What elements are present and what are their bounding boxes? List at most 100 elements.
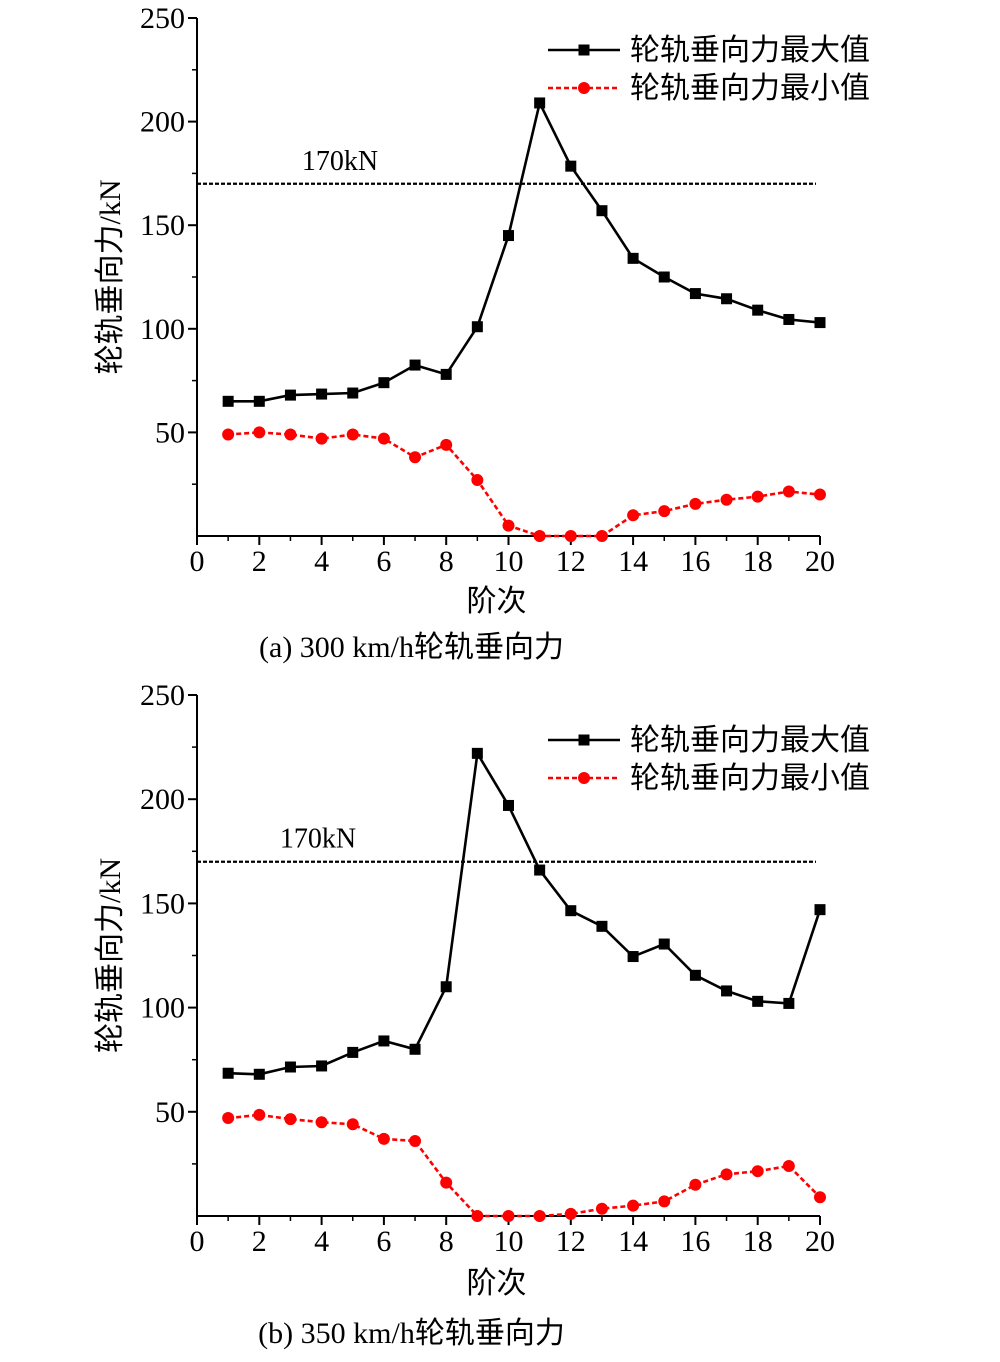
data-point-circle xyxy=(409,1134,422,1147)
data-point-circle xyxy=(782,1159,795,1172)
x-tick-label: 12 xyxy=(556,545,586,578)
data-point-circle xyxy=(751,490,764,503)
figure-caption: (a) 300 km/h轮轨垂向力 xyxy=(259,631,564,664)
x-tick-label: 14 xyxy=(618,1225,648,1258)
x-tick-label: 18 xyxy=(743,545,773,578)
y-tick-label: 250 xyxy=(140,2,185,35)
data-point-circle xyxy=(409,451,422,464)
data-point-square xyxy=(316,388,328,400)
data-point-circle xyxy=(658,1195,671,1208)
data-point-square xyxy=(378,1035,390,1047)
y-tick-label: 100 xyxy=(140,992,185,1025)
x-tick-label: 20 xyxy=(805,545,835,578)
data-point-square xyxy=(471,747,483,759)
x-tick-label: 4 xyxy=(314,545,329,578)
legend-marker-circle xyxy=(578,82,590,94)
data-point-square xyxy=(721,293,733,305)
x-tick-label: 2 xyxy=(252,545,267,578)
chart-panel-b: 0 2 4 6 8 10 12 14 16 18 20 50 100 150 200 250 阶次 轮轨垂向力/k… xyxy=(94,679,870,1350)
data-point-circle xyxy=(253,426,266,439)
data-point-square xyxy=(814,904,826,916)
data-point-circle xyxy=(253,1108,266,1121)
legend-label: 轮轨垂向力最大值 xyxy=(630,34,870,67)
data-point-circle xyxy=(502,1210,515,1222)
data-point-square xyxy=(440,981,452,993)
data-point-square xyxy=(596,205,608,217)
data-point-square xyxy=(222,1067,234,1079)
y-tick-label: 150 xyxy=(140,887,185,920)
data-point-square xyxy=(721,985,733,997)
x-tick-label: 12 xyxy=(556,1225,586,1258)
series-line xyxy=(228,749,822,1076)
data-point-square xyxy=(783,997,795,1009)
data-point-circle xyxy=(502,519,515,532)
data-point-square xyxy=(752,304,764,316)
series-line xyxy=(228,431,821,538)
y-axis-title: 轮轨垂向力/kN xyxy=(94,180,127,375)
data-point-square xyxy=(627,252,639,264)
data-point-square xyxy=(689,288,701,300)
data-point-square xyxy=(316,1060,328,1072)
data-point-circle xyxy=(720,493,733,506)
x-tick-label: 0 xyxy=(190,1225,205,1258)
data-point-square xyxy=(752,995,764,1007)
data-point-square xyxy=(689,969,701,981)
data-point-circle xyxy=(471,474,484,487)
data-point-square xyxy=(503,230,514,242)
data-point-square xyxy=(253,1068,265,1080)
data-point-circle xyxy=(627,509,640,522)
chart-panel-a: 0 2 4 6 8 10 12 14 16 18 20 50 100 150 200 250 阶次 轮轨垂向力/k… xyxy=(94,2,870,664)
series-line xyxy=(228,1113,821,1218)
legend-label: 轮轨垂向力最小值 xyxy=(630,762,870,795)
data-point-square xyxy=(534,864,546,876)
data-point-square xyxy=(565,160,577,172)
data-point-circle xyxy=(564,1207,577,1220)
x-tick-label: 4 xyxy=(314,1225,329,1258)
data-point-circle xyxy=(315,432,328,445)
data-point-circle xyxy=(222,1112,235,1125)
data-point-circle xyxy=(377,432,390,445)
x-tick-label: 8 xyxy=(439,1225,454,1258)
data-point-square xyxy=(347,1046,359,1058)
data-point-square xyxy=(222,395,234,407)
data-point-square xyxy=(253,395,265,407)
data-point-circle xyxy=(284,1113,297,1126)
data-point-square xyxy=(440,368,452,380)
data-point-circle xyxy=(471,1210,484,1222)
x-tick-label: 16 xyxy=(680,1225,710,1258)
x-tick-label: 10 xyxy=(494,545,524,578)
data-point-circle xyxy=(440,1176,453,1189)
data-point-square xyxy=(783,313,795,325)
data-point-square xyxy=(503,799,514,811)
y-tick-label: 250 xyxy=(140,679,185,712)
x-tick-label: 6 xyxy=(376,545,391,578)
y-axis-title: 轮轨垂向力/kN xyxy=(94,858,127,1053)
y-tick-label: 150 xyxy=(140,209,185,242)
x-tick-label: 20 xyxy=(805,1225,835,1258)
data-point-square xyxy=(658,271,670,283)
y-tick-label: 200 xyxy=(140,783,185,816)
x-tick-label: 8 xyxy=(439,545,454,578)
data-point-circle xyxy=(689,1178,702,1191)
legend-marker-circle xyxy=(578,772,590,784)
data-point-circle xyxy=(658,505,671,518)
data-point-circle xyxy=(814,1191,826,1204)
data-point-square xyxy=(409,359,421,371)
legend-marker-square xyxy=(578,44,590,56)
data-point-circle xyxy=(222,428,235,441)
data-point-circle xyxy=(689,497,702,510)
data-point-circle xyxy=(377,1132,390,1145)
y-tick-label: 100 xyxy=(140,313,185,346)
data-point-square xyxy=(471,321,483,333)
data-point-square xyxy=(347,387,359,399)
x-tick-label: 6 xyxy=(376,1225,391,1258)
x-tick-label: 18 xyxy=(743,1225,773,1258)
data-point-square xyxy=(534,97,546,109)
data-point-circle xyxy=(720,1168,733,1181)
data-point-square xyxy=(378,377,390,389)
data-point-circle xyxy=(533,530,546,542)
